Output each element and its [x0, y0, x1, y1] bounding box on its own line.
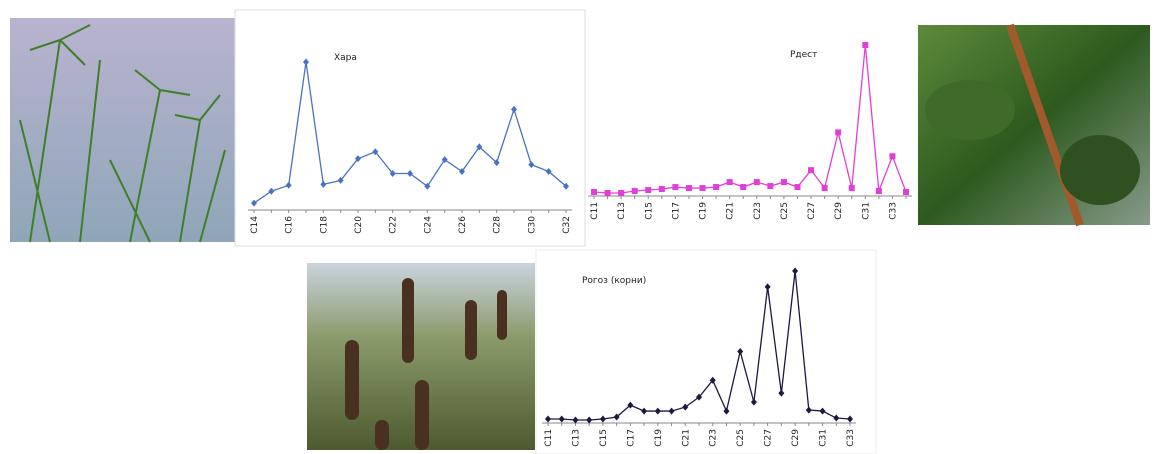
- data-point: [876, 188, 882, 194]
- data-point: [645, 187, 651, 193]
- data-point: [794, 184, 800, 190]
- data-point: [767, 183, 773, 189]
- data-point: [700, 185, 706, 191]
- x-tick-label: C29: [791, 429, 801, 447]
- x-tick-label: C16: [285, 216, 295, 234]
- data-point: [822, 185, 828, 191]
- data-point: [632, 188, 638, 194]
- data-point: [740, 184, 746, 190]
- x-tick-label: C13: [617, 202, 627, 220]
- photo-cattail: [307, 263, 535, 450]
- x-tick-label: C22: [389, 216, 399, 234]
- data-point: [659, 186, 665, 192]
- data-point: [618, 190, 624, 196]
- x-tick-label: C21: [726, 202, 736, 220]
- x-tick-label: C19: [654, 429, 664, 447]
- data-point: [862, 42, 868, 48]
- x-tick-label: C26: [458, 216, 468, 234]
- x-tick-label: C21: [681, 429, 691, 447]
- x-tick-label: C29: [834, 202, 844, 220]
- x-tick-label: C24: [423, 216, 433, 234]
- x-tick-label: C20: [354, 216, 364, 234]
- x-tick-label: C27: [807, 202, 817, 220]
- x-tick-label: C27: [764, 429, 774, 447]
- x-tick-label: C15: [644, 202, 654, 220]
- x-tick-label: C33: [846, 429, 856, 447]
- data-point: [605, 190, 611, 196]
- x-tick-label: C33: [888, 202, 898, 220]
- x-tick-label: C15: [599, 429, 609, 447]
- x-tick-label: C11: [590, 202, 600, 220]
- x-tick-label: C17: [671, 202, 681, 220]
- x-tick-label: C32: [562, 216, 572, 234]
- photo-papyrus: [10, 18, 235, 242]
- data-point: [754, 179, 760, 185]
- chart-title: Рогоз (корни): [582, 276, 646, 286]
- photo-pondweed: [918, 25, 1150, 225]
- data-point: [808, 167, 814, 173]
- x-tick-label: C25: [736, 429, 746, 447]
- x-tick-label: C19: [699, 202, 709, 220]
- x-tick-label: C18: [319, 216, 329, 234]
- chart-title: Хара: [334, 53, 357, 63]
- chart-title: Рдест: [790, 50, 817, 60]
- series-line: [594, 45, 906, 193]
- x-tick-label: C11: [544, 429, 554, 447]
- x-tick-label: C14: [250, 216, 260, 234]
- data-point: [727, 179, 733, 185]
- x-tick-label: C17: [626, 429, 636, 447]
- x-tick-label: C31: [861, 202, 871, 220]
- data-point: [889, 153, 895, 159]
- data-point: [686, 185, 692, 191]
- data-point: [835, 129, 841, 135]
- x-tick-label: C23: [709, 429, 719, 447]
- x-tick-label: C30: [527, 216, 537, 234]
- data-point: [713, 184, 719, 190]
- x-tick-label: C25: [780, 202, 790, 220]
- data-point: [672, 184, 678, 190]
- data-point: [903, 189, 909, 195]
- x-tick-label: C31: [819, 429, 829, 447]
- x-tick-label: C28: [493, 216, 503, 234]
- data-point: [781, 179, 787, 185]
- figure: Хара C14 C16 C18 C20 C22 C24 C26 C28 C30 C32 Рдест C…: [0, 0, 1159, 454]
- data-point: [591, 189, 597, 195]
- data-point: [849, 185, 855, 191]
- x-tick-label: C13: [571, 429, 581, 447]
- x-tick-label: C23: [753, 202, 763, 220]
